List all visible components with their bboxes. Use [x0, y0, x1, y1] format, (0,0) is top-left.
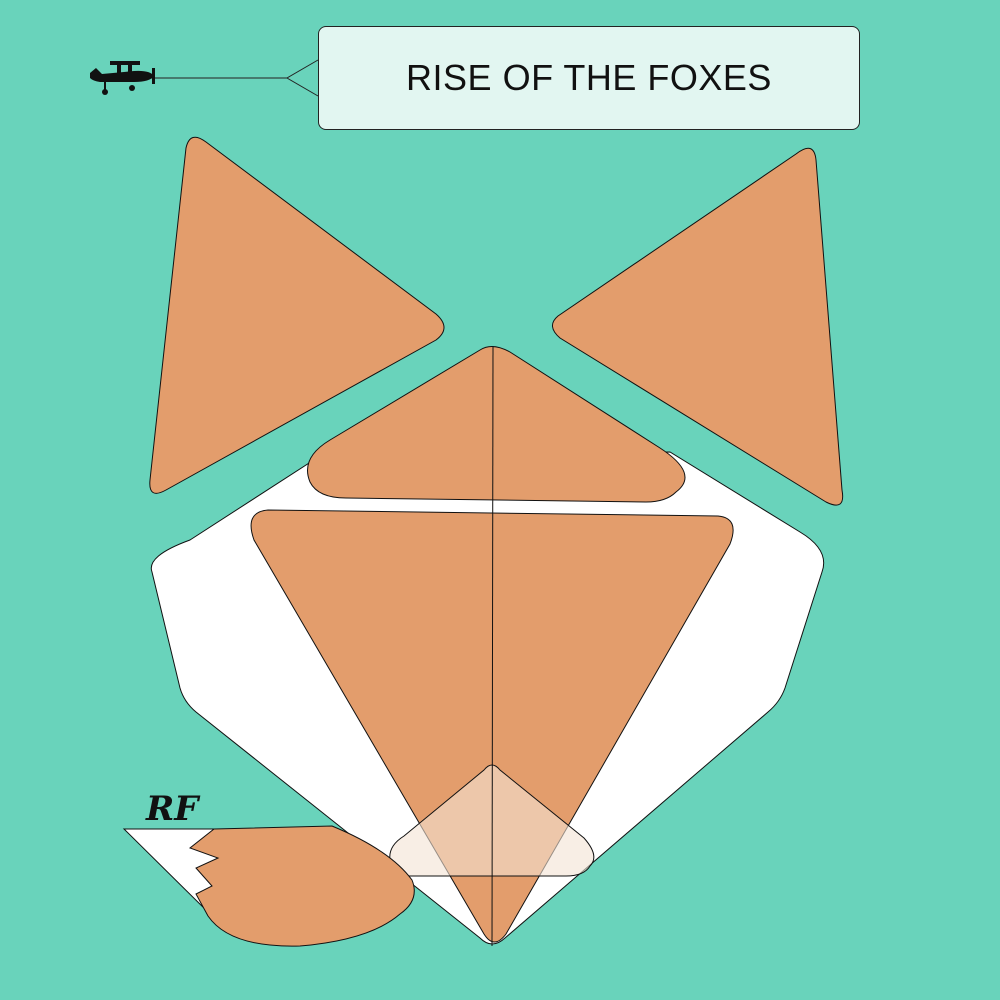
rf-monogram: RF	[145, 789, 201, 829]
center-line	[491, 345, 494, 947]
page-title: RISE OF THE FOXES	[406, 57, 772, 98]
airplane-icon	[90, 61, 155, 95]
title-banner: RISE OF THE FOXES	[318, 26, 860, 130]
forehead	[307, 346, 686, 503]
tail	[188, 825, 415, 947]
left-ear	[149, 136, 445, 494]
right-ear	[552, 147, 844, 506]
tow-line	[150, 59, 319, 97]
